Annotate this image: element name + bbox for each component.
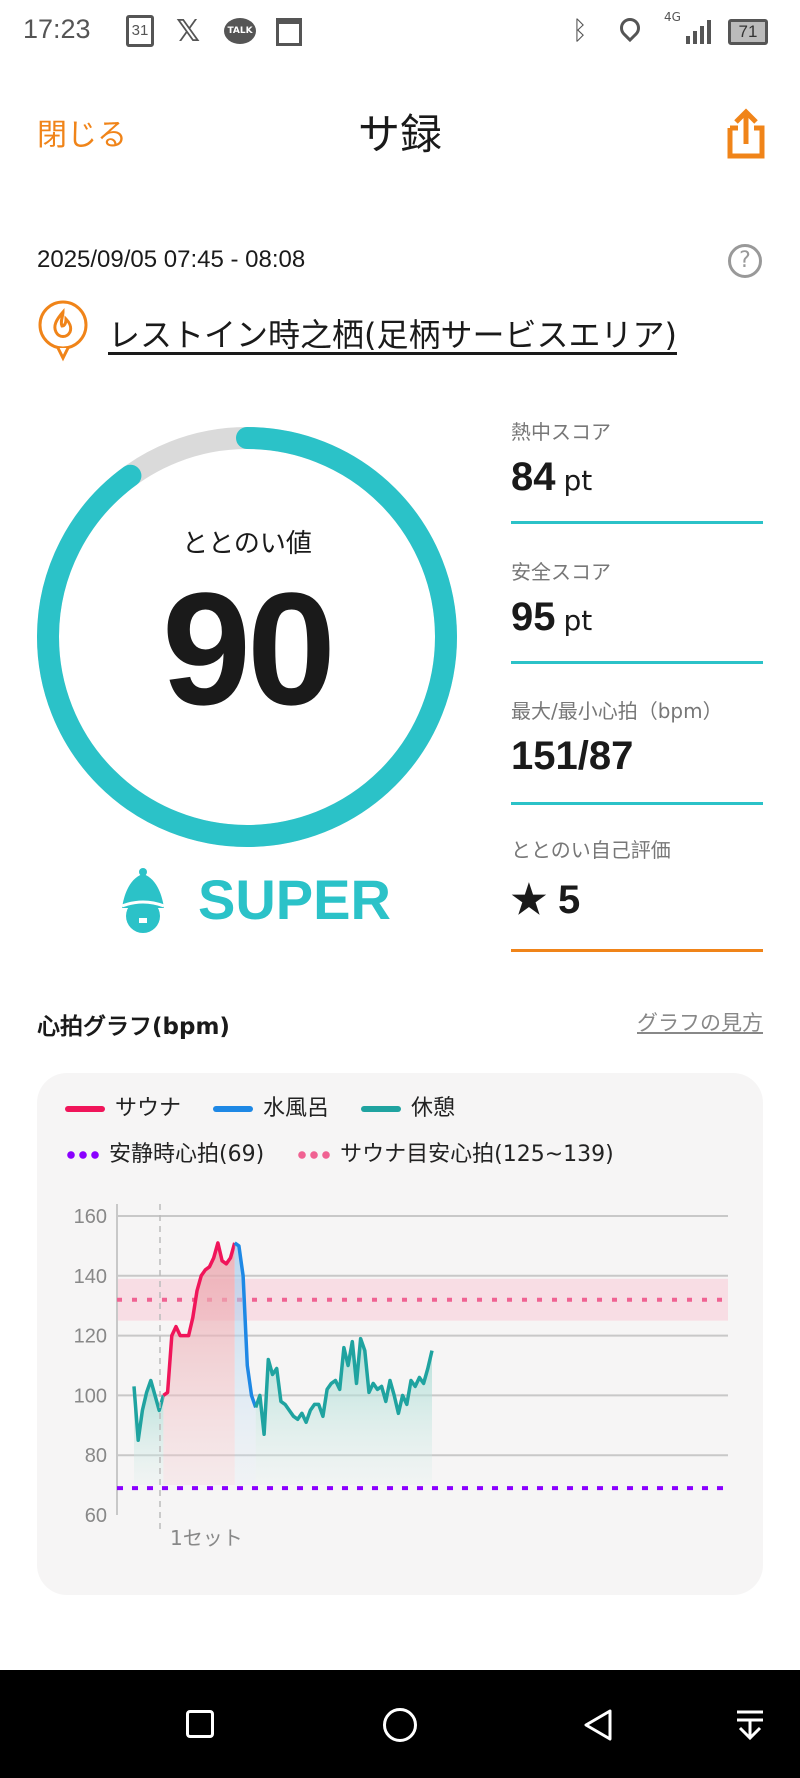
stat-value: 151/87 bbox=[511, 734, 634, 778]
battery-icon: 71 bbox=[728, 19, 768, 45]
bluetooth-icon: ᛒ bbox=[572, 16, 588, 46]
legend-swatch-sauna bbox=[65, 1106, 105, 1112]
y-tick-label: 80 bbox=[85, 1445, 107, 1467]
sauna-facility-icon bbox=[38, 300, 88, 362]
stat-label: 最大/最小心拍（bpm） bbox=[511, 699, 723, 723]
score-rank: SUPER bbox=[198, 868, 391, 931]
score-ring-progress bbox=[37, 427, 457, 847]
page-title: サ録 bbox=[357, 110, 442, 159]
stat-divider bbox=[511, 521, 763, 524]
chart-legend-row-1: サウナ 水風呂 休憩 bbox=[65, 1095, 455, 1123]
stat-label: 安全スコア bbox=[511, 560, 611, 584]
facility-link[interactable]: レストイン時之栖(足柄サービスエリア) bbox=[108, 316, 677, 354]
series-line-rest bbox=[254, 1336, 434, 1437]
y-tick-label: 100 bbox=[74, 1385, 107, 1407]
status-time: 17:23 bbox=[23, 14, 91, 44]
legend-label: 休憩 bbox=[411, 1096, 456, 1121]
stat-label: ととのい自己評価 bbox=[511, 838, 671, 862]
talk-icon: TALK bbox=[224, 18, 256, 44]
legend-label: サウナ bbox=[115, 1096, 182, 1121]
legend-label: 安静時心拍(69) bbox=[109, 1142, 265, 1167]
stat-value: 95 bbox=[511, 595, 556, 639]
stat-safety-score: 安全スコア 95 pt bbox=[511, 556, 763, 664]
network-type: 4G bbox=[664, 10, 681, 24]
series-line-rest bbox=[132, 1378, 166, 1443]
stat-self-rating[interactable]: ととのい自己評価 ★ 5 bbox=[511, 834, 763, 952]
y-tick-label: 60 bbox=[85, 1505, 107, 1527]
stat-divider bbox=[511, 661, 763, 664]
legend-swatch-resting bbox=[65, 1151, 99, 1159]
stat-unit: pt bbox=[563, 464, 593, 497]
legend-swatch-rest bbox=[361, 1106, 402, 1112]
news-icon bbox=[276, 18, 302, 46]
stat-heat-score: 熱中スコア 84 pt bbox=[511, 416, 763, 524]
graph-help-link[interactable]: グラフの見方 bbox=[637, 1011, 763, 1035]
share-icon[interactable] bbox=[726, 108, 766, 160]
session-datetime: 2025/09/05 07:45 - 08:08 bbox=[37, 246, 306, 273]
rating-value: ★ 5 bbox=[511, 878, 581, 922]
series-area-sauna bbox=[163, 1242, 235, 1486]
y-tick-label: 120 bbox=[74, 1326, 107, 1348]
back-button[interactable] bbox=[582, 1708, 614, 1742]
legend-swatch-target bbox=[296, 1151, 331, 1159]
stat-divider bbox=[511, 802, 763, 805]
location-icon bbox=[615, 13, 645, 43]
score-ring bbox=[37, 427, 457, 847]
help-icon[interactable]: ? bbox=[728, 244, 762, 278]
set-marker-label: 1セット bbox=[170, 1526, 243, 1550]
stat-heart-rate: 最大/最小心拍（bpm） 151/87 bbox=[511, 695, 763, 805]
chart-legend-row-2: 安静時心拍(69) サウナ目安心拍(125~139) bbox=[65, 1141, 614, 1169]
home-button[interactable] bbox=[383, 1708, 417, 1742]
legend-swatch-cold bbox=[213, 1106, 254, 1112]
recents-button[interactable] bbox=[186, 1710, 214, 1738]
stat-value: 84 bbox=[511, 455, 556, 499]
series-line-sauna bbox=[162, 1241, 237, 1397]
series-area-rest bbox=[134, 1380, 164, 1486]
series-area-rest bbox=[255, 1338, 432, 1486]
y-tick-label: 140 bbox=[74, 1266, 107, 1288]
score-label: ととのい値 bbox=[182, 529, 312, 559]
signal-icon bbox=[686, 20, 711, 44]
notification-pull-down-icon[interactable] bbox=[734, 1708, 766, 1742]
heart-rate-chart-card: サウナ 水風呂 休憩 安静時心拍(69) サウナ目安心拍(125~139) 16… bbox=[37, 1073, 763, 1595]
stat-label: 熱中スコア bbox=[511, 420, 611, 444]
legend-label: サウナ目安心拍(125~139) bbox=[340, 1142, 614, 1167]
sauna-hat-mascot-icon bbox=[121, 868, 165, 933]
calendar-icon: 31 bbox=[126, 15, 154, 47]
series-area-cold bbox=[234, 1242, 256, 1486]
system-nav-bar bbox=[0, 1670, 800, 1778]
graph-title: 心拍グラフ(bpm) bbox=[37, 1014, 230, 1040]
score-value: 90 bbox=[162, 559, 336, 738]
heart-rate-chart: 160 140 120 100 80 60 1セット bbox=[74, 1204, 728, 1550]
y-tick-label: 160 bbox=[74, 1206, 107, 1228]
legend-label: 水風呂 bbox=[263, 1096, 330, 1121]
series-line-cold bbox=[233, 1241, 258, 1408]
stat-unit: pt bbox=[563, 604, 593, 637]
close-button[interactable]: 閉じる bbox=[37, 118, 127, 153]
stat-divider bbox=[511, 949, 763, 952]
x-icon: 𝕏 bbox=[176, 14, 201, 49]
